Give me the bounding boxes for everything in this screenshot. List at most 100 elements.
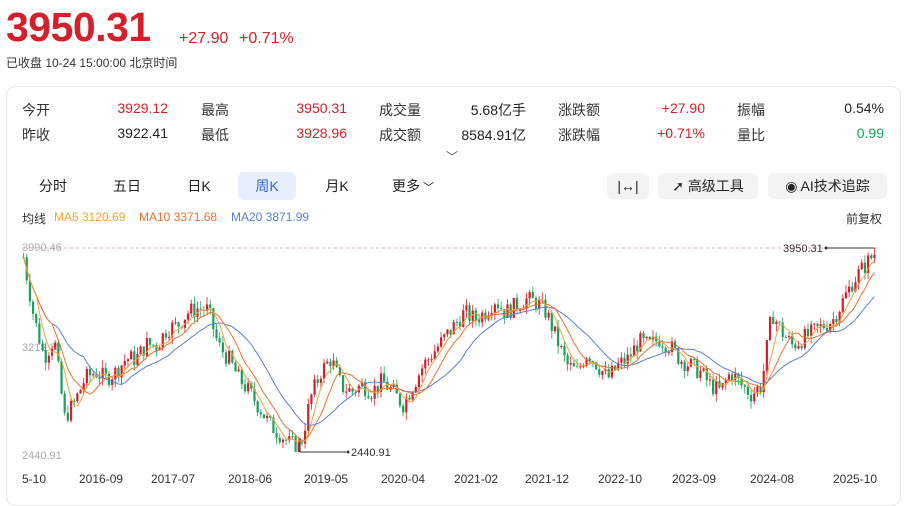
candle-body: [557, 326, 560, 347]
high-marker-label: 3950.31: [783, 243, 823, 255]
candle-body: [164, 333, 168, 338]
adjustment-toggle[interactable]: 前复权: [846, 212, 883, 226]
candle-body: [838, 311, 841, 323]
candle-body: [139, 346, 142, 355]
tab-five-day[interactable]: 五日: [113, 178, 141, 194]
candle-body: [746, 386, 750, 395]
candle-body: [130, 351, 133, 360]
range-select-button[interactable]: |↔|: [607, 173, 649, 199]
candle-body: [405, 397, 408, 413]
candle-body: [503, 309, 506, 318]
candle-body: [278, 437, 281, 443]
candle-body: [174, 322, 177, 324]
ai-tracking-button[interactable]: ◉ AI技术追踪: [768, 173, 887, 199]
open-label: 今开: [22, 102, 50, 118]
candle-body: [209, 304, 212, 309]
candle-body: [212, 308, 215, 330]
candle-body: [803, 329, 806, 349]
candle-body: [436, 346, 440, 352]
candle-body: [658, 341, 661, 347]
candle-body: [794, 344, 797, 349]
candle-body: [768, 317, 772, 341]
candle-body: [645, 336, 648, 339]
candle-body: [35, 313, 38, 324]
ma10-line: [23, 257, 875, 441]
candle-body: [579, 366, 582, 368]
candle-body: [781, 322, 784, 337]
candle-body: [512, 297, 515, 319]
candle-body: [873, 254, 876, 259]
candle-body: [563, 346, 566, 356]
ma10-legend: MA10 3371.68: [139, 210, 218, 224]
candle-body: [338, 367, 341, 376]
high-label: 最高: [201, 102, 229, 118]
candle-body: [743, 385, 746, 387]
candle-body: [449, 329, 452, 335]
candle-body: [851, 286, 854, 292]
candle-body: [259, 412, 262, 415]
advanced-tools-button[interactable]: ➚ 高级工具: [658, 173, 758, 199]
tab-daily-k[interactable]: 日K: [187, 178, 211, 194]
candle-body: [310, 394, 313, 405]
y-bottom-label: 2440.91: [22, 450, 62, 462]
expand-chevron-icon[interactable]: ﹀: [446, 150, 459, 164]
candle-body: [421, 368, 424, 376]
candle-body: [832, 318, 835, 325]
change-value: +27.90: [179, 30, 229, 47]
change-amount-value: +27.90: [661, 100, 705, 116]
candle-body: [303, 430, 307, 444]
amplitude-value: 0.54%: [844, 100, 884, 116]
tab-monthly-k[interactable]: 月K: [325, 178, 349, 194]
candle-body: [41, 343, 44, 351]
change-amount-label: 涨跌额: [558, 102, 600, 118]
low-marker-label: 2440.91: [351, 447, 391, 459]
volume-value: 5.68亿手: [470, 102, 526, 118]
x-tick-label: 2019-05: [304, 472, 348, 486]
candle-body: [60, 361, 63, 394]
candle-body: [326, 361, 329, 364]
candle-body: [455, 322, 459, 324]
candle-body: [329, 361, 332, 367]
tab-weekly-k[interactable]: 周K: [238, 172, 296, 200]
candle-body: [297, 442, 300, 452]
candle-body: [281, 439, 285, 443]
candle-body: [319, 378, 323, 383]
candle-body: [446, 329, 449, 335]
candle-body: [288, 436, 291, 441]
candle-body: [585, 358, 588, 367]
candle-body: [601, 371, 604, 375]
candle-body: [797, 346, 800, 349]
candle-body: [341, 375, 345, 392]
candle-body: [519, 310, 522, 312]
candle-body: [651, 336, 655, 340]
candle-body: [63, 393, 66, 413]
candle-body: [133, 351, 136, 366]
tab-more[interactable]: 更多 ﹀: [380, 172, 436, 200]
candle-body: [386, 381, 389, 390]
candle-body: [54, 342, 57, 349]
x-tick-label: 2017-07: [151, 472, 195, 486]
candle-body: [471, 310, 474, 321]
change-pct-value: +0.71%: [657, 125, 705, 141]
candle-body: [617, 362, 620, 370]
candle-body: [829, 324, 832, 331]
candle-body: [408, 397, 411, 400]
candle-body: [778, 321, 781, 323]
candle-body: [670, 341, 674, 353]
candle-body: [28, 280, 32, 302]
candle-body: [142, 346, 145, 356]
candle-body: [534, 298, 538, 309]
candle-body: [560, 346, 563, 348]
candle-body: [205, 304, 209, 311]
candle-body: [569, 363, 572, 365]
tab-intraday[interactable]: 分时: [39, 178, 67, 194]
candle-body: [114, 367, 117, 380]
candle-body: [598, 369, 601, 375]
candle-body: [626, 354, 629, 364]
candle-body: [863, 262, 867, 273]
candle-body: [553, 326, 557, 332]
candle-body: [69, 400, 73, 421]
candle-body: [354, 391, 357, 393]
candle-body: [424, 359, 427, 369]
